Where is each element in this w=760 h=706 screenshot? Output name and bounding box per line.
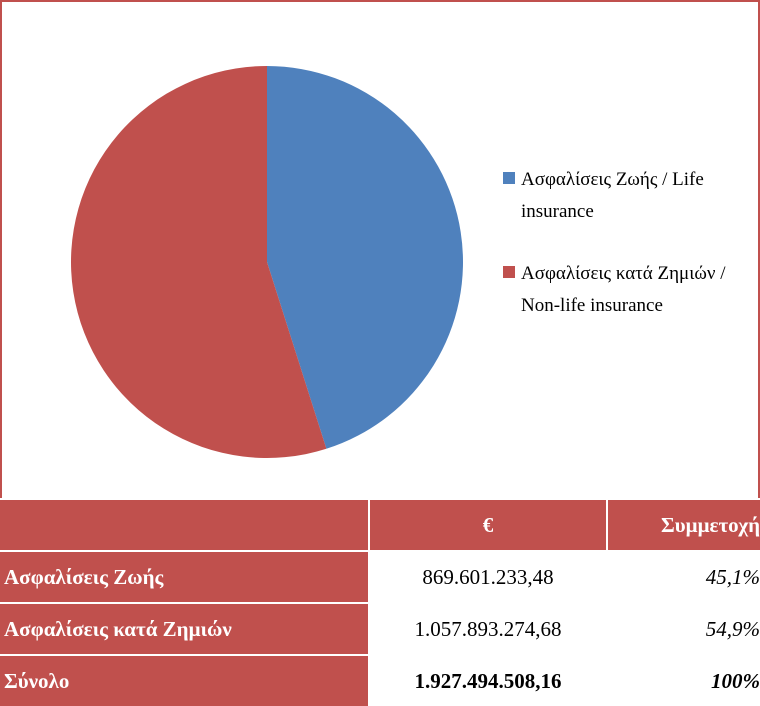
amount-cell: 1.057.893.274,68 — [370, 604, 606, 654]
table: € Συμμετοχή Ασφαλίσεις Ζωής 869.601.233,48 4… — [0, 500, 760, 706]
legend-item: Ασφαλίσεις κατά Ζημιών / Non-life insura… — [503, 258, 733, 322]
legend-key — [503, 172, 515, 184]
header-cell: Συμμετοχή — [608, 500, 760, 550]
legend-key — [503, 266, 515, 278]
share-cell: 45,1% — [608, 552, 760, 602]
row-header: Σύνολο — [0, 656, 368, 706]
share-cell: 54,9% — [608, 604, 760, 654]
legend-label: Ασφαλίσεις Ζωής / Life insurance — [521, 169, 704, 222]
row-header: Ασφαλίσεις κατά Ζημιών — [0, 604, 368, 654]
legend-item: Ασφαλίσεις Ζωής / Life insurance — [503, 164, 733, 228]
header-cell: € — [370, 500, 606, 550]
pie-chart — [71, 66, 464, 458]
amount-cell: 869.601.233,48 — [370, 552, 606, 602]
row-header: Ασφαλίσεις Ζωής — [0, 552, 368, 602]
header-cell — [0, 500, 368, 550]
pie-slice — [267, 66, 464, 449]
pie-slice — [71, 66, 327, 458]
legend-label: Ασφαλίσεις κατά Ζημιών / Non-life insura… — [521, 263, 726, 316]
legend: Ασφαλίσεις Ζωής / Life insurance Ασφαλίσε… — [503, 164, 733, 352]
chart-frame — [0, 0, 760, 498]
amount-cell: 1.927.494.508,16 — [370, 656, 606, 706]
share-cell: 100% — [608, 656, 760, 706]
